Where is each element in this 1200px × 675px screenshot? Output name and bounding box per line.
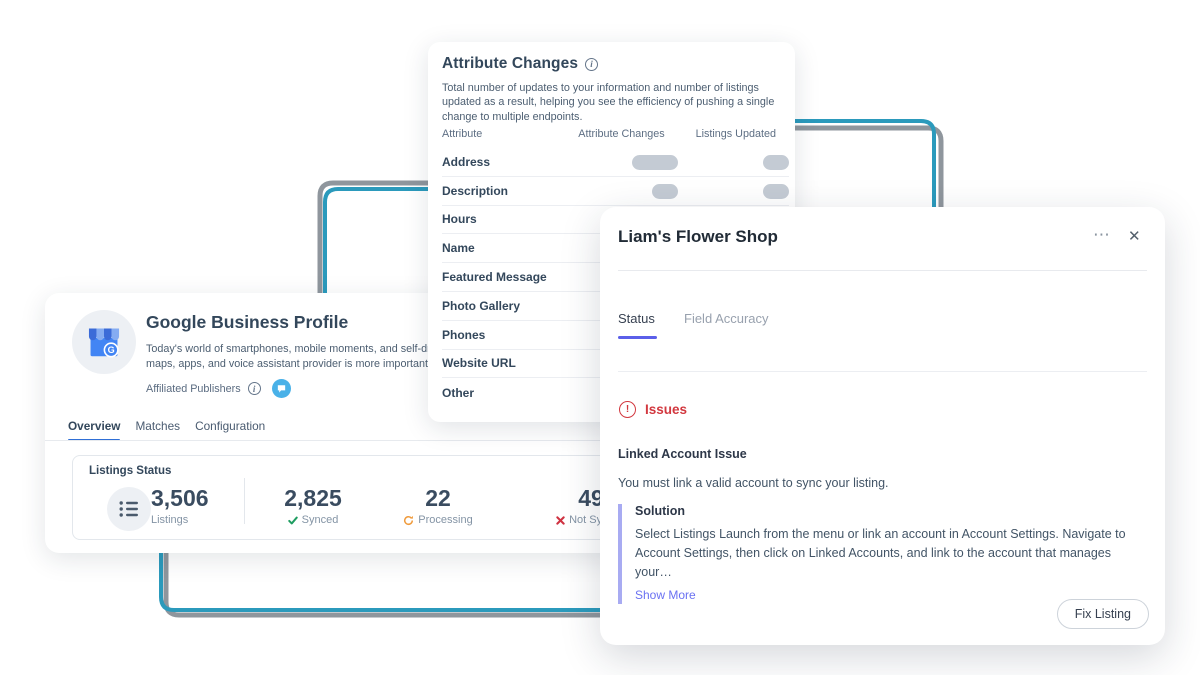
connector-shadow-line (163, 553, 600, 618)
active-tab-underline (618, 336, 657, 339)
connector-line (795, 119, 936, 208)
connector-line (323, 187, 428, 294)
affiliated-publishers-label: Affiliated Publishers (146, 382, 241, 395)
solution-block: Solution Select Listings Launch from the… (618, 504, 1155, 604)
connector-line (159, 553, 600, 612)
attribute-row-label: Description (442, 183, 509, 198)
column-attribute: Attribute (442, 128, 483, 140)
fix-listing-button[interactable]: Fix Listing (1056, 599, 1149, 629)
page-title: Google Business Profile (146, 312, 349, 332)
attribute-row-label: Website URL (442, 356, 516, 371)
alert-icon: ! (619, 401, 636, 418)
issue-description: You must link a valid account to sync yo… (618, 476, 889, 490)
attribute-row-label: Featured Message (442, 270, 547, 285)
attribute-row-label: Other (442, 385, 475, 400)
svg-text:G: G (108, 345, 115, 355)
issue-title: Linked Account Issue (618, 447, 747, 461)
stat-divider (244, 478, 245, 524)
column-listings-updated: Listings Updated (695, 128, 776, 140)
stat-label: Listings (151, 514, 189, 526)
attribute-row-label: Phones (442, 327, 486, 342)
list-icon (119, 501, 138, 517)
publisher-description: Today's world of smartphones, mobile mom… (146, 343, 430, 370)
stat-value: 3,506 (151, 485, 209, 511)
listings-status-title: Listings Status (89, 465, 172, 477)
tab-matches[interactable]: Matches (135, 419, 181, 433)
stat-total-listings: 3,506 Listings (151, 485, 241, 526)
solution-title: Solution (635, 504, 685, 518)
tab-status[interactable]: Status (618, 311, 655, 326)
listings-updated-pill (763, 155, 789, 170)
more-options-icon[interactable]: ⋯ (1093, 225, 1110, 244)
table-row: Address (442, 148, 789, 177)
tab-overview[interactable]: Overview (68, 419, 121, 441)
tabbar-divider (45, 440, 640, 441)
connector-shadow-line (317, 180, 428, 294)
google-business-profile-logo: G (72, 310, 136, 374)
column-attribute-changes: Attribute Changes (578, 128, 665, 140)
stat-value: 2,825 (284, 485, 342, 511)
listings-updated-pill (763, 183, 789, 199)
x-icon (556, 515, 565, 525)
check-icon (287, 516, 298, 524)
listings-count-icon (107, 487, 151, 531)
affiliated-publishers: Affiliated Publishers i (146, 379, 291, 398)
google-business-profile-card: G Google Business Profile Today's world … (45, 293, 640, 553)
info-icon[interactable]: i (247, 382, 261, 395)
listing-detail-card: Liam's Flower Shop ⋯ ✕ Status Field Accu… (600, 207, 1165, 645)
stat-label: Processing (383, 514, 493, 526)
publisher-badge-icon[interactable] (271, 379, 291, 398)
issues-heading-row: ! Issues (619, 401, 687, 418)
sync-icon (404, 515, 414, 525)
attribute-row-label: Photo Gallery (442, 298, 521, 313)
chat-bubble-icon (277, 385, 285, 393)
tab-field-accuracy[interactable]: Field Accuracy (684, 311, 769, 326)
divider (618, 371, 1147, 372)
solution-text: Select Listings Launch from the menu or … (635, 527, 1126, 579)
attribute-table-header: Attribute Attribute Changes Listings Upd… (442, 128, 789, 143)
info-icon[interactable]: i (585, 57, 599, 71)
attribute-row-label: Name (442, 241, 475, 256)
storefront-icon: G (88, 328, 120, 358)
connector-shadow-line (795, 125, 944, 208)
stat-processing: 22 Processing (383, 485, 493, 526)
close-icon[interactable]: ✕ (1128, 228, 1141, 245)
show-more-link[interactable]: Show More (635, 588, 696, 602)
stat-value: 22 (425, 485, 451, 511)
stat-synced: 2,825 Synced (258, 485, 368, 526)
attribute-changes-pill (652, 183, 678, 199)
attribute-changes-title: Attribute Changes (442, 55, 579, 72)
attribute-row-label: Hours (442, 212, 477, 227)
divider (618, 270, 1147, 271)
attribute-changes-description: Total number of updates to your informat… (442, 82, 775, 123)
listing-title: Liam's Flower Shop (618, 227, 778, 246)
tab-configuration[interactable]: Configuration (195, 419, 266, 433)
stat-label: Synced (258, 514, 368, 526)
table-row: Description (442, 177, 789, 206)
stat-value: 49 (578, 485, 604, 511)
attribute-changes-pill (632, 155, 678, 170)
listings-status-panel: Listings Status 3,506 Listings (72, 455, 626, 540)
attribute-row-label: Address (442, 154, 491, 169)
profile-tabbar: Overview Matches Configuration (68, 419, 266, 441)
issues-heading: Issues (645, 402, 688, 417)
